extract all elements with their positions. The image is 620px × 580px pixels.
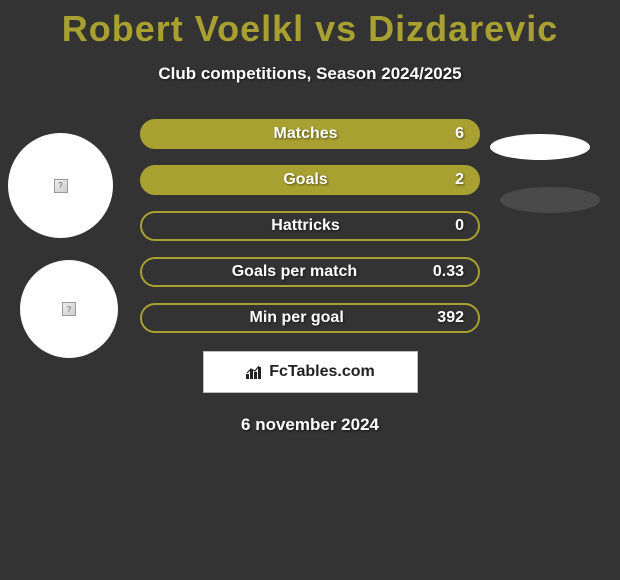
placeholder-icon: ? xyxy=(62,302,76,316)
stat-value: 392 xyxy=(437,309,464,327)
stat-label: Goals per match xyxy=(156,263,433,281)
stat-label: Hattricks xyxy=(156,217,455,235)
stat-value: 6 xyxy=(455,125,464,143)
content-area: ? ? Matches 6 Goals 2 Hattricks 0 Goals … xyxy=(0,119,620,435)
date-text: 6 november 2024 xyxy=(0,415,620,435)
branding-text: FcTables.com xyxy=(269,363,375,381)
placeholder-icon: ? xyxy=(54,179,68,193)
stat-ellipse-1 xyxy=(490,134,590,160)
stat-value: 0.33 xyxy=(433,263,464,281)
stat-label: Matches xyxy=(156,125,455,143)
stat-ellipse-2 xyxy=(500,187,600,213)
stat-row-min-per-goal: Min per goal 392 xyxy=(140,303,480,333)
player2-avatar: ? xyxy=(20,260,118,358)
stat-value: 0 xyxy=(455,217,464,235)
page-title: Robert Voelkl vs Dizdarevic xyxy=(0,0,620,50)
stat-label: Goals xyxy=(156,171,455,189)
stat-label: Min per goal xyxy=(156,309,437,327)
stat-row-hattricks: Hattricks 0 xyxy=(140,211,480,241)
stat-row-goals-per-match: Goals per match 0.33 xyxy=(140,257,480,287)
player1-avatar: ? xyxy=(8,133,113,238)
stat-row-matches: Matches 6 xyxy=(140,119,480,149)
branding-box: FcTables.com xyxy=(203,351,418,393)
page-subtitle: Club competitions, Season 2024/2025 xyxy=(0,64,620,84)
stat-row-goals: Goals 2 xyxy=(140,165,480,195)
chart-icon xyxy=(245,364,263,380)
stats-list: Matches 6 Goals 2 Hattricks 0 Goals per … xyxy=(140,119,480,333)
stat-value: 2 xyxy=(455,171,464,189)
